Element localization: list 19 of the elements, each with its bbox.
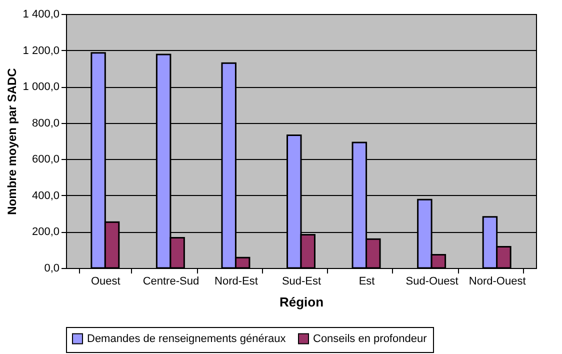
y-tick-label: 200,0 <box>32 226 60 238</box>
y-tick-label: 600,0 <box>32 154 60 166</box>
y-tick-label: 1 200,0 <box>22 44 60 57</box>
y-tick-label: 800,0 <box>32 117 60 130</box>
x-tick-label: Sud-Ouest <box>406 276 458 288</box>
legend-label: Demandes de renseignements généraux <box>87 332 286 345</box>
x-tick-label: Nord-Est <box>214 276 258 288</box>
x-tick-label: Est <box>358 276 375 288</box>
x-axis-title: Région <box>279 294 324 310</box>
x-tick-label: Centre-Sud <box>142 276 200 288</box>
legend-label: Conseils en profondeur <box>313 332 428 345</box>
x-tick-label: Nord-Ouest <box>468 276 526 288</box>
y-tick-label: 0,0 <box>44 262 60 274</box>
y-tick-label: 400,0 <box>32 190 60 202</box>
y-tick-label: 1 400,0 <box>22 8 60 20</box>
y-tick-label: 1 000,0 <box>22 81 60 94</box>
x-tick-label: Ouest <box>90 276 120 288</box>
y-axis-title: Nombre moyen par SADC <box>4 68 19 215</box>
x-tick-label: Sud-Est <box>282 276 322 288</box>
